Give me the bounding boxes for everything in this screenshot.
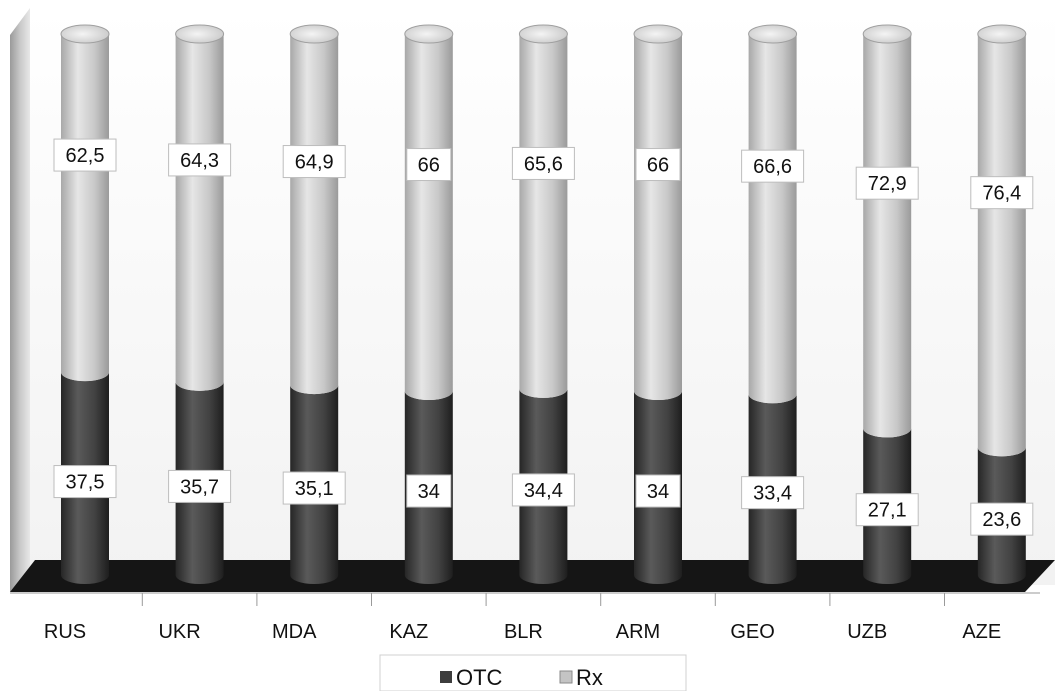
data-label-otc-aze-text: 23,6 bbox=[982, 509, 1021, 531]
x-tick-label-aze: AZE bbox=[962, 621, 1001, 643]
x-tick-label-geo: GEO bbox=[730, 621, 774, 643]
legend: OTC Rx bbox=[379, 654, 687, 691]
x-tick-label-rus: RUS bbox=[44, 621, 86, 643]
data-label-rx-geo: 66,6 bbox=[741, 149, 805, 183]
data-label-rx-ukr: 64,3 bbox=[168, 143, 232, 177]
data-label-rx-rus-text: 62,5 bbox=[66, 145, 105, 167]
data-label-otc-geo-text: 33,4 bbox=[753, 483, 792, 505]
data-label-otc-geo: 33,4 bbox=[741, 476, 805, 510]
data-label-rx-ukr-text: 64,3 bbox=[180, 150, 219, 172]
data-label-rx-geo-box bbox=[741, 149, 805, 183]
data-label-rx-ukr-box bbox=[168, 143, 232, 177]
data-label-otc-arm-text: 34 bbox=[647, 481, 669, 503]
bar-cap-rus bbox=[60, 24, 110, 44]
bar-cap-blr bbox=[518, 24, 568, 44]
data-label-otc-aze-box bbox=[970, 502, 1034, 536]
data-label-otc-aze: 23,6 bbox=[970, 502, 1034, 536]
legend-swatch-otc bbox=[440, 671, 452, 683]
data-label-rx-mda: 64,9 bbox=[282, 145, 346, 179]
legend-label-rx: Rx bbox=[576, 665, 603, 690]
bars-layer bbox=[60, 24, 1027, 585]
bar-rx-kaz bbox=[404, 34, 453, 401]
data-label-rx-mda-box bbox=[282, 145, 346, 179]
bar-cap-geo bbox=[748, 24, 798, 44]
bar-cap-ukr bbox=[175, 24, 225, 44]
bar-rx-aze bbox=[977, 34, 1026, 457]
bar-cap-arm bbox=[633, 24, 683, 44]
legend-box bbox=[379, 654, 687, 691]
legend-label-otc: OTC bbox=[456, 665, 503, 690]
x-tick-label-mda: MDA bbox=[272, 621, 317, 643]
bar-rx-mda bbox=[290, 34, 339, 395]
x-tick-label-blr: BLR bbox=[504, 621, 543, 643]
data-label-otc-arm: 34 bbox=[635, 474, 681, 508]
bar-rx-arm bbox=[634, 34, 682, 401]
data-label-rx-uzb-box bbox=[855, 166, 919, 200]
x-ticks-layer bbox=[141, 593, 945, 606]
category-labels-layer: RUS UKR MDA KAZ BLR ARM GEO UZB AZE bbox=[44, 621, 1001, 643]
data-label-otc-mda-text: 35,1 bbox=[295, 478, 334, 500]
data-label-otc-mda: 35,1 bbox=[282, 471, 346, 505]
data-label-otc-uzb: 27,1 bbox=[855, 493, 919, 527]
data-label-rx-rus: 62,5 bbox=[53, 138, 117, 172]
bar-rx-ukr bbox=[175, 34, 224, 391]
data-label-rx-blr-text: 65,6 bbox=[524, 153, 563, 175]
data-label-rx-kaz-text: 66 bbox=[418, 155, 440, 177]
data-label-otc-geo-box bbox=[741, 476, 805, 510]
data-label-rx-rus-box bbox=[53, 138, 117, 172]
data-label-rx-mda-text: 64,9 bbox=[295, 152, 334, 174]
data-label-otc-rus: 37,5 bbox=[53, 465, 117, 499]
x-tick-label-ukr: UKR bbox=[158, 621, 200, 643]
data-label-otc-mda-box bbox=[282, 471, 346, 505]
data-label-rx-arm-text: 66 bbox=[647, 155, 669, 177]
data-label-rx-blr-box bbox=[511, 146, 575, 180]
data-label-rx-geo-text: 66,6 bbox=[753, 156, 792, 178]
x-tick-label-arm: ARM bbox=[616, 621, 660, 643]
data-label-otc-arm-box bbox=[635, 474, 681, 508]
x-tick-label-uzb: UZB bbox=[847, 621, 887, 643]
data-label-rx-arm: 66 bbox=[635, 148, 681, 182]
data-label-rx-kaz: 66 bbox=[406, 148, 452, 182]
bar-cap-uzb bbox=[862, 24, 912, 44]
data-label-otc-rus-box bbox=[53, 465, 117, 499]
bar-rx-uzb bbox=[863, 34, 912, 438]
data-label-otc-ukr-box bbox=[168, 469, 232, 503]
data-label-otc-uzb-text: 27,1 bbox=[868, 500, 907, 522]
bar-rx-geo bbox=[748, 34, 797, 404]
data-label-rx-uzb: 72,9 bbox=[855, 166, 919, 200]
data-label-rx-aze: 76,4 bbox=[970, 176, 1034, 210]
data-label-rx-aze-text: 76,4 bbox=[982, 183, 1021, 205]
data-label-otc-uzb-box bbox=[855, 493, 919, 527]
data-label-otc-kaz-box bbox=[406, 474, 452, 508]
x-tick-label-kaz: KAZ bbox=[389, 621, 428, 643]
bar-cap-mda bbox=[289, 24, 339, 44]
data-label-rx-kaz-box bbox=[406, 148, 452, 182]
data-label-otc-blr: 34,4 bbox=[511, 473, 575, 507]
data-label-otc-ukr-text: 35,7 bbox=[180, 476, 219, 498]
bar-cap-aze bbox=[977, 24, 1027, 44]
data-label-rx-blr: 65,6 bbox=[511, 146, 575, 180]
bar-rx-rus bbox=[61, 34, 109, 382]
bar-cap-kaz bbox=[404, 24, 454, 44]
data-label-otc-kaz: 34 bbox=[406, 474, 452, 508]
plot-side-wall bbox=[10, 8, 30, 592]
bar-rx-blr bbox=[519, 34, 568, 398]
data-label-rx-uzb-text: 72,9 bbox=[868, 173, 907, 195]
data-label-otc-kaz-text: 34 bbox=[418, 481, 440, 503]
data-label-otc-blr-text: 34,4 bbox=[524, 480, 563, 502]
legend-swatch-rx bbox=[559, 670, 573, 684]
data-label-rx-aze-box bbox=[970, 176, 1034, 210]
data-labels-layer: 62,5 37,5 64,3 35,7 64,9 35,1 66 34 65,6 34,4 66 34… bbox=[53, 138, 1034, 536]
data-label-otc-blr-box bbox=[511, 473, 575, 507]
data-label-otc-rus-text: 37,5 bbox=[66, 472, 105, 494]
data-label-rx-arm-box bbox=[635, 148, 681, 182]
data-label-otc-ukr: 35,7 bbox=[168, 469, 232, 503]
